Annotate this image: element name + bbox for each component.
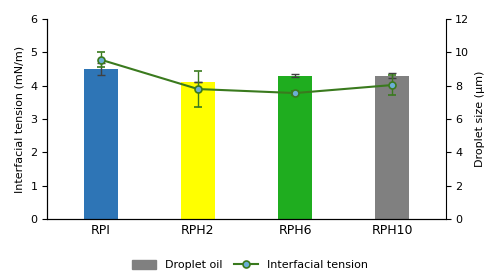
Y-axis label: Interfacial tension (mN/m): Interfacial tension (mN/m)	[15, 46, 25, 193]
Bar	[181, 82, 215, 219]
Bar	[278, 76, 312, 219]
Bar	[375, 76, 409, 219]
Legend: Droplet oil, Interfacial tension: Droplet oil, Interfacial tension	[128, 255, 372, 274]
Y-axis label: Droplet size (μm): Droplet size (μm)	[475, 71, 485, 167]
Bar	[84, 69, 118, 219]
